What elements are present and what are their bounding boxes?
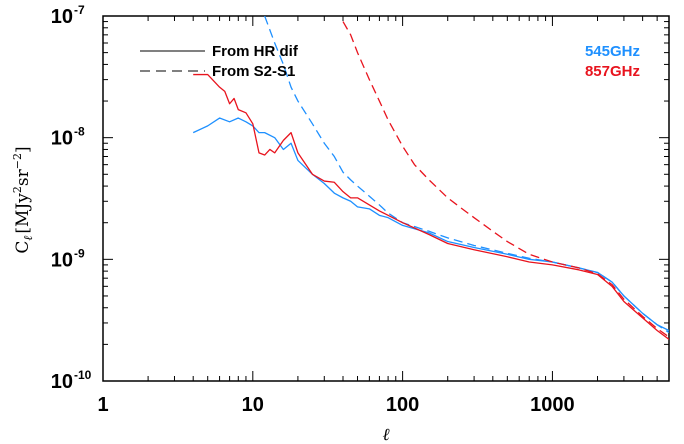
y-axis-title-base: C <box>13 241 33 254</box>
y-tick-label-exponent: -8 <box>74 125 85 139</box>
y-axis-title-unit-exp1: 2 <box>11 186 24 193</box>
plot-frame <box>102 15 670 382</box>
y-tick-label: 10 <box>51 249 73 271</box>
series-line-545ghz-s2-s1 <box>264 16 669 334</box>
y-axis-title-sub: ℓ <box>21 236 35 241</box>
frequency-labels: 545GHz 857GHz <box>585 43 640 80</box>
x-tick-label: 1 <box>97 394 108 416</box>
legend-label-hr-dif: From HR dif <box>212 43 299 60</box>
x-tick-label: 10 <box>242 394 264 416</box>
y-axis-title-unit-exp2: −2 <box>11 153 24 169</box>
y-tick-label-exponent: -7 <box>74 3 85 17</box>
y-axis-title-unit-suffix: ] <box>13 146 33 153</box>
x-tick-label: 100 <box>386 394 419 416</box>
x-tick-label: 1000 <box>530 394 575 416</box>
y-axis-title: Cℓ [MJy2sr−2] <box>11 146 35 253</box>
x-axis-title: ℓ <box>382 425 389 444</box>
svg-text:Cℓ[MJy2sr−2]: Cℓ [MJy2sr−2] <box>11 146 35 253</box>
y-tick-label: 10 <box>51 6 73 28</box>
legend-label-s2-s1: From S2-S1 <box>212 63 295 80</box>
series-line-545ghz-hr-dif <box>192 117 669 332</box>
series-line-857ghz-hr-dif <box>193 73 669 340</box>
y-tick-label: 10 <box>51 371 73 393</box>
series-group <box>192 16 669 340</box>
freq-label-857: 857GHz <box>585 63 640 80</box>
series-line-857ghz-s2-s1 <box>342 21 669 338</box>
axis-ticks <box>102 16 670 382</box>
freq-label-545: 545GHz <box>585 43 640 60</box>
legend: From HR dif From S2-S1 <box>140 43 299 80</box>
y-axis-title-unit-mid: sr <box>13 168 33 186</box>
y-tick-label-exponent: -10 <box>74 368 92 382</box>
y-tick-label: 10 <box>51 128 73 150</box>
y-axis-title-unit-prefix: [MJy <box>13 193 33 234</box>
y-tick-label-exponent: -9 <box>74 246 85 260</box>
